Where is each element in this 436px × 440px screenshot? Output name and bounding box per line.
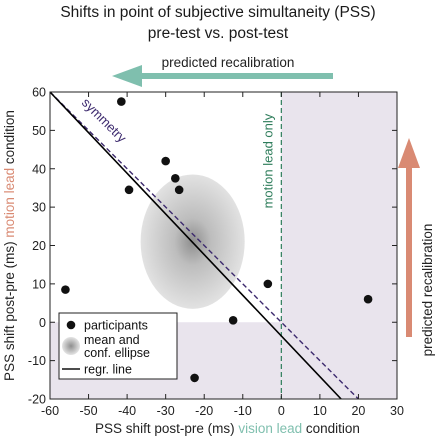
x-tick-label: -60 [41,404,59,418]
x-tick-label: -10 [234,404,252,418]
chart-subtitle: pre-test vs. post-test [147,25,289,42]
top-arrow-head [112,65,142,87]
chart-title: Shifts in point of subjective simultanei… [60,4,376,21]
legend-label-ellipse: conf. ellipse [84,346,150,360]
data-point [124,185,134,195]
data-point [228,316,238,325]
x-tick-label: -30 [157,404,175,418]
shaded-region [281,92,397,399]
x-tick-label: -20 [195,404,213,418]
legend-dot-marker [66,320,76,330]
x-tick-label: 20 [351,404,365,418]
y-tick-label: 0 [39,316,46,330]
right-arrow-shaft [406,165,412,337]
x-tick-label: 0 [278,404,285,418]
y-tick-label: 40 [32,162,46,176]
regression-line [49,91,342,400]
legend-label-participants: participants [84,319,148,333]
legend-label-mean: mean and [84,333,140,347]
x-tick-label: 10 [313,404,327,418]
y-tick-label: 30 [32,201,46,215]
y-tick-label: 60 [32,86,46,100]
y-tick-label: 10 [32,277,46,291]
y-tick-label: -10 [28,354,46,368]
data-point [174,185,184,195]
data-point [363,294,373,304]
right-arrow-label: predicted recalibration [420,224,435,357]
data-point [190,373,199,383]
y-tick-label: -20 [28,393,46,407]
legend-ellipse-marker [62,337,80,355]
top-arrow-shaft [138,73,333,79]
y-tick-label: 20 [32,239,46,253]
legend-label-regression: regr. line [84,363,132,377]
y-tick-label: 50 [32,124,46,138]
symmetry-line [49,91,359,400]
x-tick-label: 30 [390,404,404,418]
x-tick-label: -40 [118,404,136,418]
reference-line-label: motion lead only [260,113,275,208]
x-tick-label: -50 [80,404,98,418]
data-point [117,97,126,106]
data-point [61,285,70,294]
top-arrow-label: predicted recalibration [162,55,295,70]
data-point [161,156,170,166]
data-point [263,279,273,289]
y-axis-label: PSS shift post-pre (ms) motion lead cond… [2,110,17,381]
data-point [171,174,180,183]
x-axis-label: PSS shift post-pre (ms) vision lead cond… [95,421,360,436]
right-arrow-head [398,138,420,168]
